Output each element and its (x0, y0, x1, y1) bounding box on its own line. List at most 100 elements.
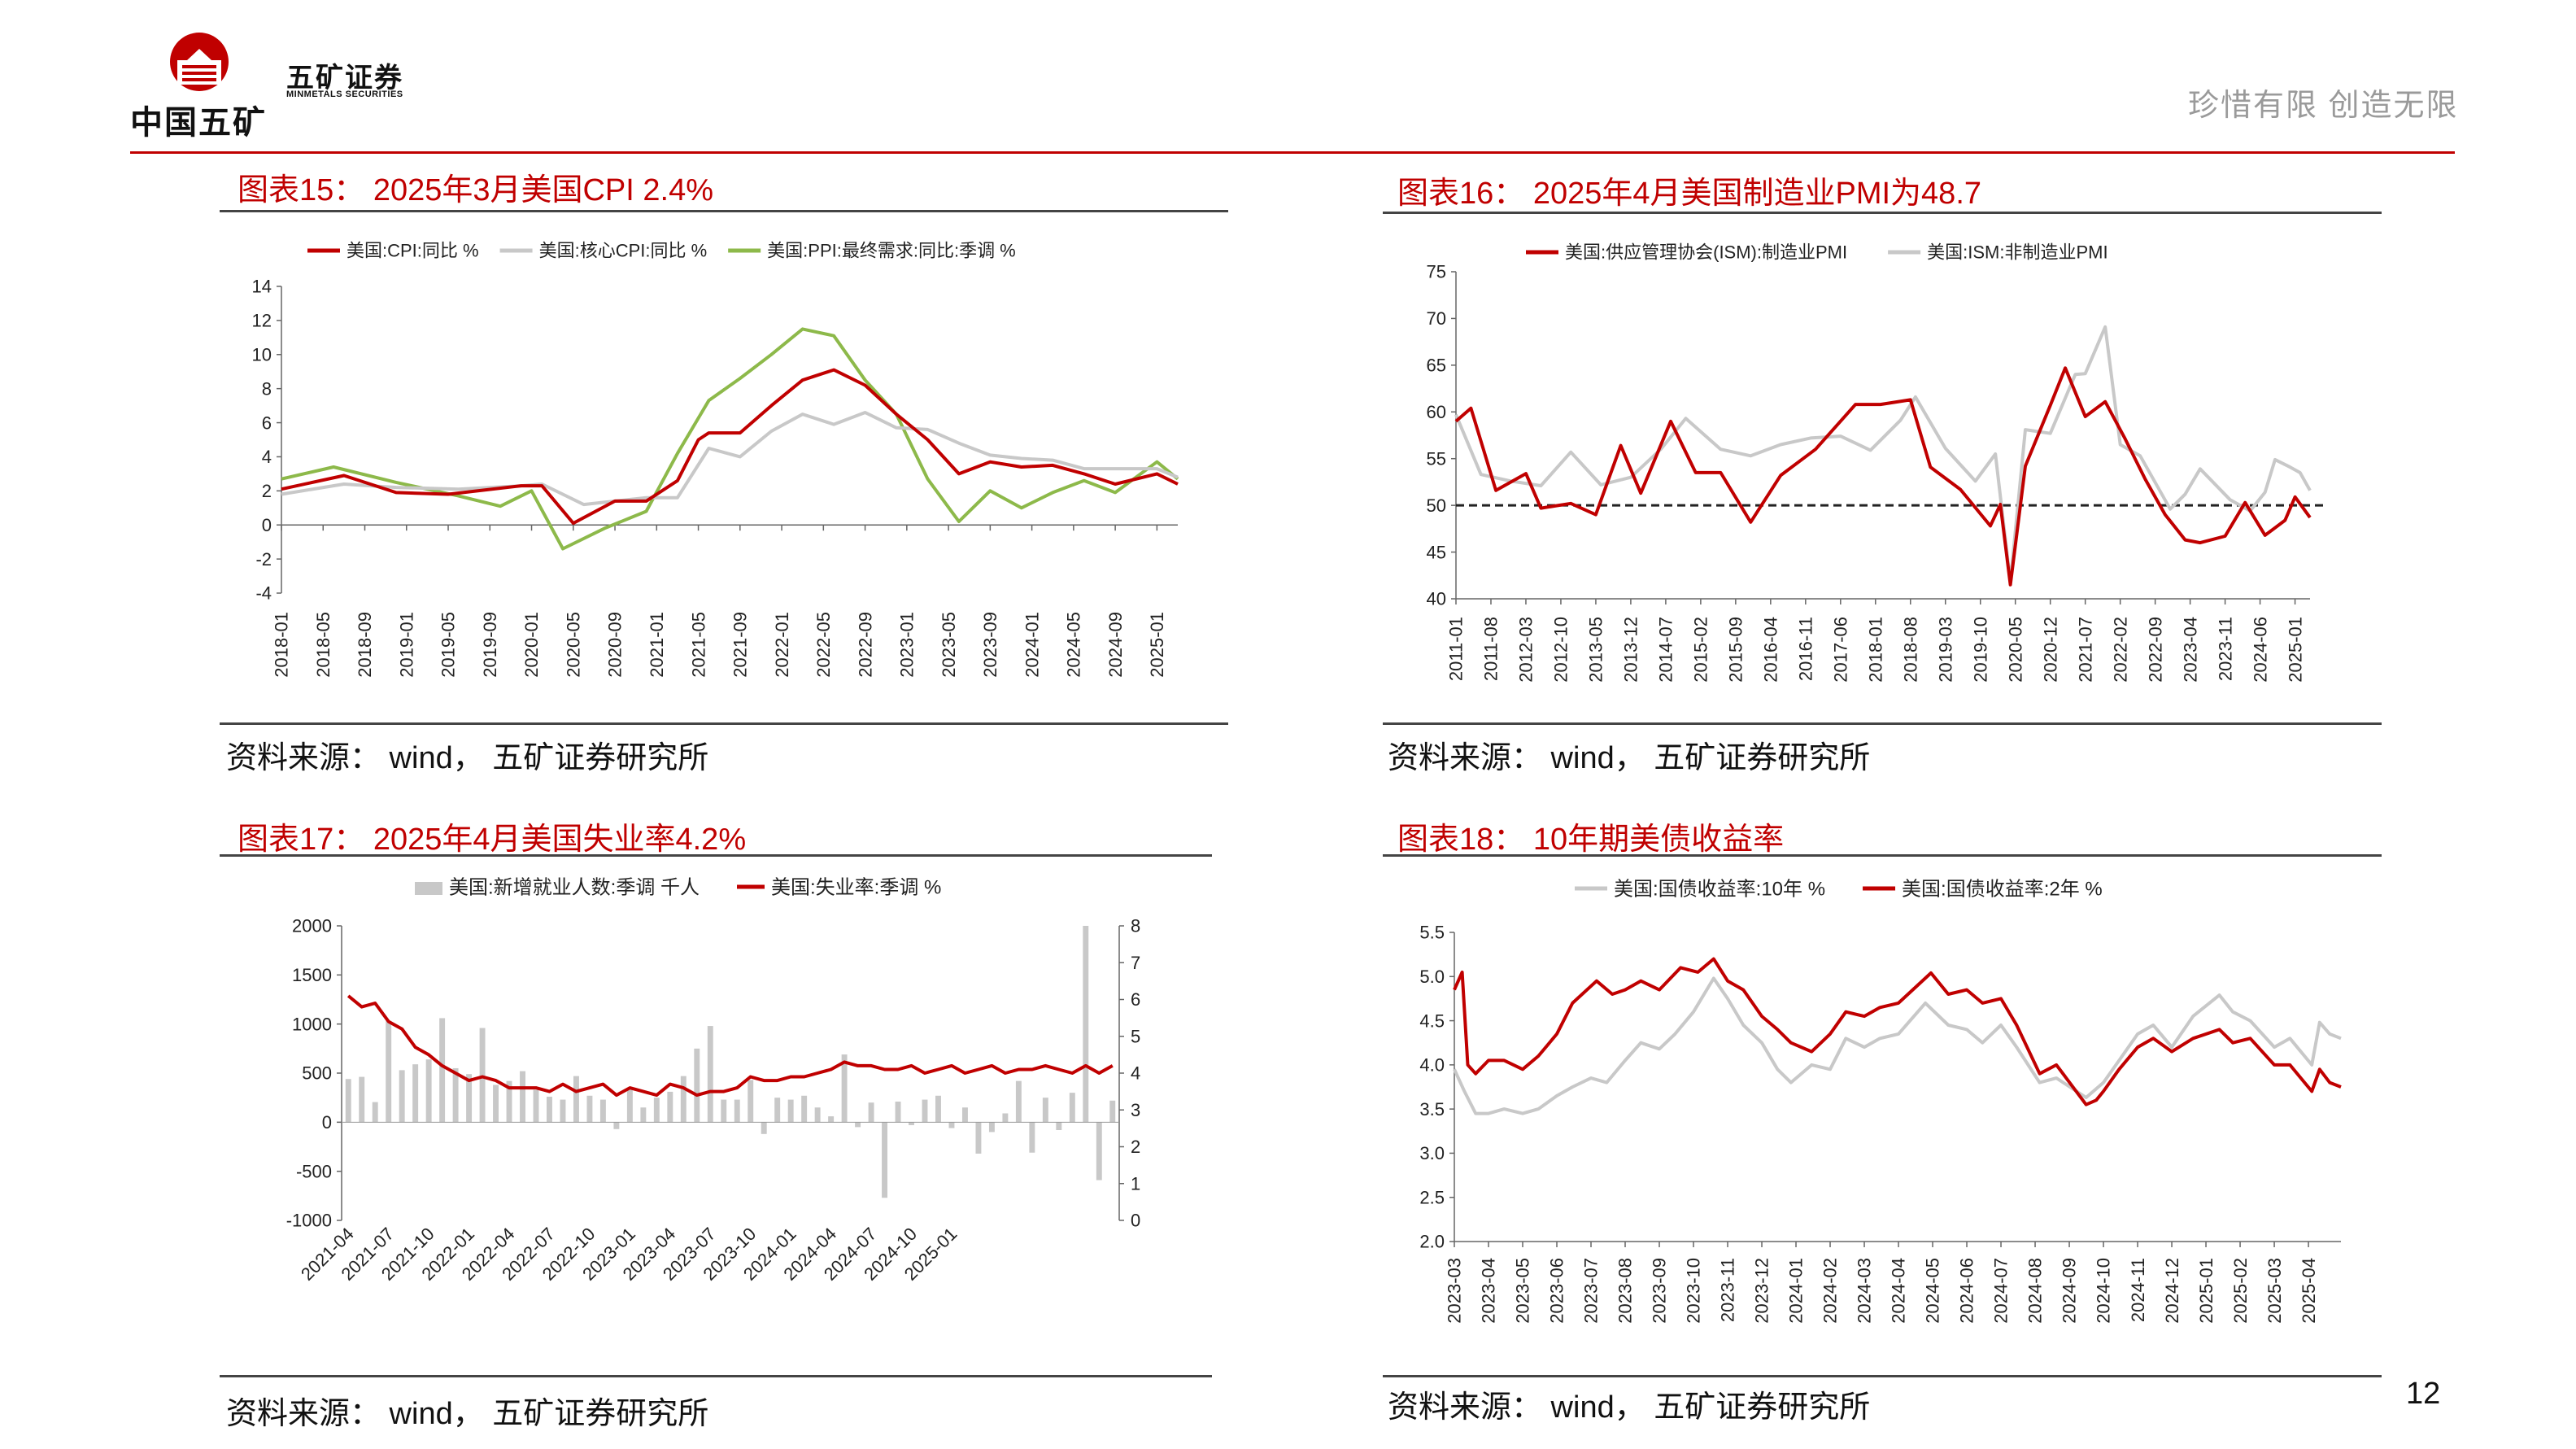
minmetals-logo (170, 33, 229, 91)
legend-label: 美国:ISM:非制造业PMI (1927, 242, 2107, 263)
panel-1-source: 资料来源： wind， 五矿证券研究所 (226, 741, 709, 775)
logo-seal-stripe (182, 72, 216, 75)
x-tick-label: 2025-01 (2285, 617, 2305, 683)
y-tick-label: 2 (1131, 1137, 1140, 1157)
x-tick-label: 2024-05 (1923, 1258, 1943, 1324)
x-tick-label: 2015-02 (1691, 617, 1711, 683)
payroll-bar (988, 1122, 995, 1133)
series-line (1454, 325, 2312, 584)
payroll-bar (721, 1099, 727, 1123)
payroll-bar (734, 1099, 740, 1123)
y-tick-label: 4 (1131, 1063, 1140, 1084)
x-tick-label: 2019-03 (1935, 617, 1955, 683)
x-tick-label: 2021-01 (647, 612, 667, 678)
y-tick-label: 10 (252, 344, 272, 364)
payroll-bar (1015, 1080, 1022, 1123)
y-tick-label: 45 (1427, 542, 1446, 562)
y-tick-label: 2.5 (1419, 1187, 1445, 1207)
payroll-bar (493, 1085, 499, 1123)
y-tick-label: -1000 (286, 1211, 332, 1231)
brand-english-name: MINMETALS SECURITIES (286, 89, 403, 99)
x-tick-label: 2025-01 (2196, 1258, 2216, 1324)
x-tick-label: 2024-07 (1991, 1258, 2012, 1324)
payroll-bar (520, 1071, 525, 1123)
payroll-bar (345, 1079, 351, 1123)
panel-3-top-rule (220, 854, 1212, 857)
x-tick-label: 2024-01 (1786, 1258, 1807, 1324)
x-tick-label: 2019-05 (438, 612, 459, 678)
x-tick-label: 2023-07 (1581, 1258, 1602, 1324)
x-tick-label: 2024-09 (2059, 1258, 2080, 1324)
payroll-bar (599, 1099, 606, 1123)
x-tick-label: 2022-05 (813, 612, 834, 678)
x-tick-label: 2023-04 (2180, 617, 2200, 683)
panel-3-caption: 图表17： 2025年4月美国失业率4.2% (238, 823, 747, 857)
cpi-chart: -4 -2 0 2 4 6 8 10 12 14 2018-01 2018-05 2018-09 2019… (252, 241, 1179, 678)
unemployment-chart: -1000-50005001000150020000123456782021-0… (286, 876, 1141, 1284)
panel-3-source: 资料来源： wind， 五矿证券研究所 (226, 1397, 709, 1431)
page-number: 12 (2406, 1377, 2441, 1411)
x-tick-label: 2018-01 (272, 612, 292, 678)
y-tick-label: 4.5 (1419, 1010, 1445, 1031)
series-line (1453, 957, 2342, 1106)
panel-4-source: 资料来源： wind， 五矿证券研究所 (1388, 1390, 1871, 1425)
payroll-bar (828, 1116, 835, 1123)
x-tick-label: 2018-05 (313, 612, 333, 678)
payroll-bar (626, 1089, 633, 1123)
legend-label: 美国:CPI:同比 % (347, 241, 479, 261)
payroll-bar (452, 1067, 459, 1123)
y-tick-label: 0 (322, 1112, 332, 1133)
payroll-bar (1069, 1093, 1075, 1123)
payroll-bar (975, 1122, 982, 1154)
payroll-bar (372, 1102, 378, 1123)
payroll-bar (748, 1080, 754, 1123)
x-tick-label: 2021-05 (688, 612, 708, 678)
payroll-bar (439, 1018, 446, 1123)
series-line (281, 411, 1179, 507)
logo-chinese-name: 中国五矿 (130, 105, 267, 141)
y-tick-label: 14 (252, 277, 272, 297)
series-line (1453, 976, 2342, 1115)
payroll-bar (613, 1122, 620, 1129)
x-tick-label: 2011-08 (1481, 617, 1502, 681)
x-tick-label: 2025-03 (2264, 1258, 2285, 1324)
header-rule (130, 151, 2455, 154)
payroll-bar (1109, 1100, 1116, 1123)
x-tick-label: 2023-01 (897, 612, 918, 678)
payroll-bar (774, 1098, 781, 1123)
y-tick-label: -500 (296, 1161, 332, 1181)
x-tick-label: 2023-08 (1615, 1258, 1636, 1324)
panel-2-top-rule (1383, 212, 2382, 214)
x-tick-label: 2021-07 (2075, 617, 2095, 683)
x-tick-label: 2020-05 (2005, 617, 2025, 683)
x-tick-label: 2020-01 (521, 612, 542, 678)
payroll-bar (948, 1122, 955, 1128)
x-tick-label: 2018-01 (1865, 617, 1885, 683)
x-tick-label: 2016-11 (1796, 617, 1816, 681)
x-tick-label: 2012-03 (1516, 617, 1536, 683)
panel-4-caption: 图表18： 10年期美债收益率 (1397, 823, 1785, 857)
payroll-bar (479, 1028, 486, 1123)
x-tick-label: 2025-02 (2230, 1258, 2251, 1324)
y-tick-label: 3.5 (1419, 1099, 1445, 1119)
payroll-bar (707, 1026, 713, 1123)
y-tick-label: 5.5 (1419, 923, 1445, 943)
x-tick-label: 2022-09 (2145, 617, 2165, 683)
y-tick-label: 65 (1427, 356, 1446, 376)
legend-label: 美国:失业率:季调 % (771, 876, 941, 898)
payroll-bar (961, 1107, 968, 1123)
x-tick-label: 2019-09 (480, 612, 500, 678)
unemployment-line (347, 994, 1114, 1098)
y-tick-label: 40 (1427, 589, 1446, 609)
legend-label: 美国:PPI:最终需求:同比:季调 % (767, 241, 1016, 261)
y-tick-label: -2 (255, 549, 272, 570)
y-tick-label: -4 (255, 583, 272, 604)
y-tick-label: 3.0 (1419, 1143, 1445, 1163)
legend-label: 美国:新增就业人数:季调 千人 (449, 876, 700, 898)
x-tick-label: 2014-07 (1656, 617, 1676, 683)
payroll-bar (653, 1098, 660, 1123)
payroll-bar (761, 1122, 767, 1134)
y-tick-label: 8 (1131, 916, 1140, 936)
logo-seal-stripe (182, 78, 216, 81)
payroll-bar (909, 1122, 914, 1125)
